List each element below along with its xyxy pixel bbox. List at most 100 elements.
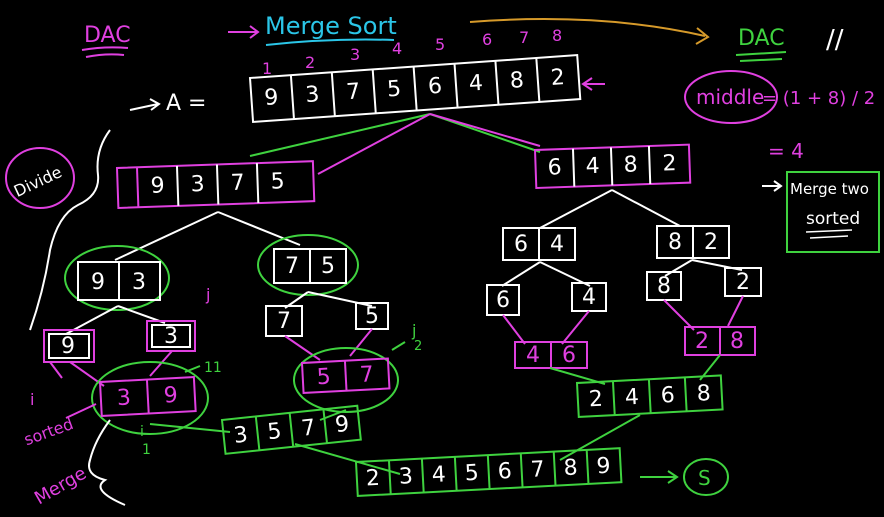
array-cell: 8 bbox=[509, 68, 525, 94]
single-b: 3 bbox=[146, 320, 196, 352]
array-name: A = bbox=[166, 91, 206, 116]
array-cell: 6 bbox=[497, 459, 512, 485]
eleven-mark: 11 bbox=[204, 360, 222, 376]
array-cell: 5 bbox=[316, 365, 331, 391]
array-lr: 7 5 bbox=[273, 248, 347, 284]
tree-lines-level2 bbox=[114, 189, 681, 261]
merged-four-left: 3 5 7 9 bbox=[220, 404, 362, 455]
orange-arrow-to-dac bbox=[469, 18, 710, 45]
array-cell: 3 bbox=[304, 82, 320, 108]
index-label: 3 bbox=[350, 45, 360, 64]
dac-right-underline bbox=[735, 51, 787, 62]
left-half-array: 9 3 7 5 bbox=[115, 160, 316, 210]
array-cell: 3 bbox=[116, 385, 131, 411]
merge-bracket bbox=[88, 419, 126, 506]
array-cell: 2 bbox=[365, 466, 380, 492]
index-label: 4 bbox=[392, 39, 402, 58]
array-cell: 8 bbox=[563, 455, 578, 481]
array-cell: 9 bbox=[596, 454, 611, 480]
two-mark: 2 bbox=[414, 339, 422, 354]
array-cell: 2 bbox=[704, 230, 718, 255]
middle-label: middle bbox=[696, 85, 764, 109]
array-cell: 8 bbox=[657, 274, 671, 299]
array-cell: 4 bbox=[585, 154, 600, 179]
single-a: 9 bbox=[43, 329, 95, 363]
merged-pair-1: 3 9 bbox=[98, 376, 197, 418]
divide-label: Divide bbox=[11, 162, 65, 201]
index-label: 6 bbox=[482, 30, 492, 49]
sorted-left-label: sorted bbox=[21, 414, 75, 449]
arrow-to-title bbox=[228, 25, 260, 39]
circle-m2 bbox=[293, 347, 399, 413]
array-cell: 7 bbox=[300, 415, 317, 441]
split-line-left-2 bbox=[317, 113, 431, 175]
array-cell: 5 bbox=[321, 254, 335, 279]
array-cell: 7 bbox=[277, 309, 291, 334]
merged-pair-2: 5 7 bbox=[300, 357, 391, 395]
i-mark: i bbox=[30, 390, 34, 409]
merge-lines-fours bbox=[149, 354, 721, 433]
i-mark-2: i bbox=[140, 424, 144, 440]
index-row: 1 2 3 4 5 6 7 8 bbox=[262, 26, 562, 78]
array-rl: 6 4 bbox=[502, 227, 576, 261]
j2-arrow bbox=[391, 341, 406, 351]
dac-label-left: DAC bbox=[84, 23, 131, 48]
array-cell: 6 bbox=[427, 74, 443, 100]
array-cell: 7 bbox=[345, 79, 361, 105]
merged-four-right: 2 4 6 8 bbox=[575, 374, 724, 419]
array-cell: 4 bbox=[582, 285, 596, 310]
array-ll: 9 3 bbox=[77, 261, 161, 301]
array-cell: 8 bbox=[668, 230, 682, 255]
array-cell: 5 bbox=[365, 304, 379, 329]
circle-ll bbox=[64, 245, 170, 311]
array-cell: 4 bbox=[550, 232, 564, 257]
array-rr: 8 2 bbox=[656, 225, 730, 259]
array-cell: 2 bbox=[588, 387, 603, 413]
array-cell: 4 bbox=[468, 71, 484, 97]
merged-pair-3: 4 6 bbox=[514, 341, 588, 369]
array-cell: 7 bbox=[230, 171, 245, 196]
index-label: 1 bbox=[262, 59, 272, 78]
array-A: 9 3 7 5 6 4 8 2 bbox=[248, 54, 582, 123]
array-cell: 6 bbox=[562, 343, 576, 368]
middle-value: = 4 bbox=[768, 139, 804, 163]
right-half-array: 6 4 8 2 bbox=[533, 143, 692, 190]
array-cell: 9 bbox=[334, 412, 351, 438]
eleven-arrow bbox=[184, 365, 201, 373]
divide-circle bbox=[5, 147, 75, 209]
single-h: 2 bbox=[724, 267, 762, 297]
array-cell: 5 bbox=[464, 461, 479, 487]
array-cell: 9 bbox=[163, 383, 178, 409]
merged-pair-4: 2 8 bbox=[684, 326, 756, 356]
merge-two-line1: Merge two bbox=[790, 180, 869, 198]
tree-lines-level3 bbox=[65, 259, 743, 335]
array-cell: 2 bbox=[695, 329, 709, 354]
middle-formula: = (1 + 8) / 2 bbox=[762, 88, 875, 109]
j-mark: j bbox=[205, 285, 210, 304]
array-cell: 7 bbox=[359, 362, 374, 388]
array-cell: 5 bbox=[386, 77, 402, 103]
array-cell: 2 bbox=[550, 65, 566, 91]
divide-bracket bbox=[29, 129, 111, 331]
array-cell: 4 bbox=[431, 462, 446, 488]
array-cell: 6 bbox=[660, 383, 675, 409]
merge-two-underline bbox=[805, 229, 853, 239]
array-cell: 5 bbox=[266, 419, 283, 445]
result-letter: S bbox=[698, 466, 711, 490]
index-label: 7 bbox=[519, 28, 529, 47]
circle-lr bbox=[257, 234, 359, 296]
middle-circle bbox=[684, 70, 778, 124]
dac-left-underline bbox=[81, 46, 129, 58]
array-cell: 5 bbox=[270, 169, 285, 194]
final-sorted-array: 2 3 4 5 6 7 8 9 bbox=[354, 447, 623, 498]
array-cell: 8 bbox=[696, 381, 711, 407]
single-g: 8 bbox=[646, 271, 682, 301]
array-cell: 9 bbox=[61, 334, 75, 359]
array-cell: 3 bbox=[398, 464, 413, 490]
array-cell: 6 bbox=[496, 288, 510, 313]
array-cell: 2 bbox=[736, 270, 750, 295]
circle-m1 bbox=[91, 361, 209, 435]
array-cell: 9 bbox=[91, 270, 105, 295]
single-c: 7 bbox=[265, 305, 303, 337]
